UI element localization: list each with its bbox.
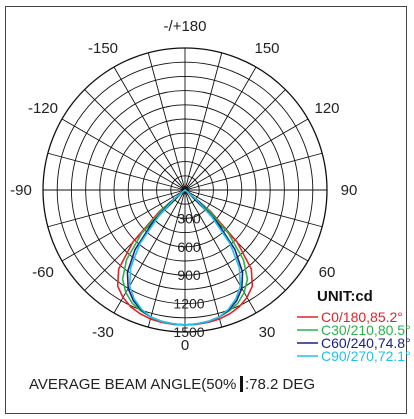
grid-spoke xyxy=(147,52,186,191)
radial-tick-label: 900 xyxy=(177,267,201,283)
grid-spoke xyxy=(47,152,186,191)
angle-label: 150 xyxy=(254,40,279,57)
grid-spoke xyxy=(184,189,223,328)
polar-grid xyxy=(42,47,328,333)
grid-spoke xyxy=(147,189,186,328)
legend-entry: C0/180,85.2° xyxy=(321,309,403,325)
radial-tick-label: 300 xyxy=(177,210,201,226)
grid-spoke xyxy=(61,189,186,262)
legend-entry: C90/270,72.1° xyxy=(321,348,411,364)
angle-label: 120 xyxy=(315,100,340,117)
beam-angle-label: AVERAGE BEAM ANGLE(50% xyxy=(29,376,236,393)
grid-spoke xyxy=(47,189,186,228)
angle-label: -/+180 xyxy=(164,18,207,35)
angle-label: -120 xyxy=(28,100,58,117)
grid-spoke xyxy=(184,89,286,191)
grid-spoke xyxy=(184,189,309,262)
chart-frame xyxy=(5,6,407,414)
footer-marker xyxy=(240,376,243,392)
grid-spoke xyxy=(184,118,309,191)
grid-spoke xyxy=(184,66,257,191)
grid-spoke xyxy=(184,52,223,191)
grid-spoke xyxy=(184,152,323,191)
radial-tick-label: 600 xyxy=(177,239,201,255)
angle-label: 60 xyxy=(319,264,336,281)
series-curve xyxy=(128,189,242,326)
legend: C0/180,85.2°C30/210,80.5°C60/240,74.8°C9… xyxy=(297,309,411,364)
radial-tick-label: 1200 xyxy=(173,296,204,312)
angle-label: 0 xyxy=(181,337,189,354)
angle-label: 30 xyxy=(259,324,276,341)
legend-entry: C30/210,80.5° xyxy=(321,322,411,338)
angle-label: -90 xyxy=(10,182,32,199)
grid-spoke xyxy=(84,89,186,191)
grid-spoke xyxy=(113,66,186,191)
radial-tick-labels: 300 600 900 1200 1500 xyxy=(173,210,204,340)
angle-label: -150 xyxy=(88,40,118,57)
angle-label: -30 xyxy=(92,324,114,341)
grid-spoke xyxy=(61,118,186,191)
beam-angle-value: :78.2 DEG xyxy=(245,376,315,393)
grid-spoke xyxy=(113,189,186,314)
angle-labels: -/+180-150 150-120 120-90 90-60 60-30 300 xyxy=(10,18,357,354)
angle-label: 90 xyxy=(341,182,358,199)
grid-spoke xyxy=(184,189,323,228)
unit-label: UNIT:cd xyxy=(317,288,373,305)
angle-label: -60 xyxy=(32,264,54,281)
legend-entry: C60/240,74.8° xyxy=(321,335,411,351)
radial-tick-label: 1500 xyxy=(173,324,204,340)
series-curves xyxy=(116,189,254,326)
